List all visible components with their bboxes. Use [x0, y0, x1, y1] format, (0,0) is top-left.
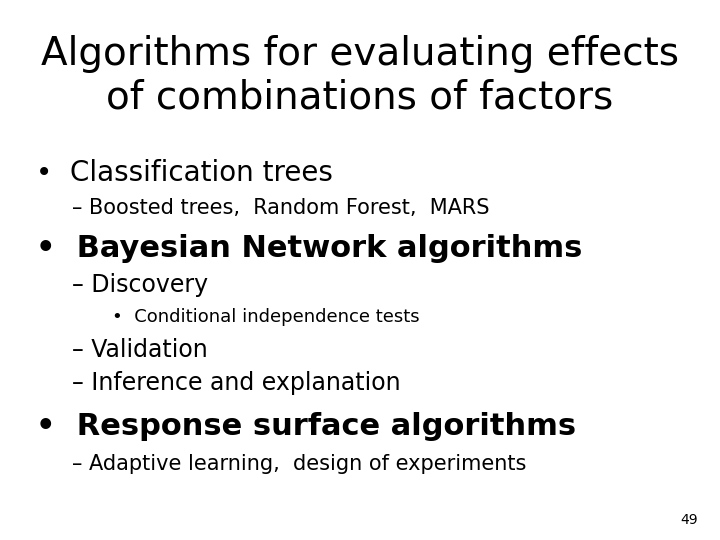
Text: – Boosted trees,  Random Forest,  MARS: – Boosted trees, Random Forest, MARS	[72, 198, 490, 218]
Text: 49: 49	[681, 512, 698, 526]
Text: •  Classification trees: • Classification trees	[36, 159, 333, 187]
Text: – Discovery: – Discovery	[72, 273, 208, 297]
Text: of combinations of factors: of combinations of factors	[107, 78, 613, 116]
Text: •  Bayesian Network algorithms: • Bayesian Network algorithms	[36, 234, 582, 263]
Text: •  Conditional independence tests: • Conditional independence tests	[112, 308, 419, 326]
Text: – Validation: – Validation	[72, 338, 208, 362]
Text: – Inference and explanation: – Inference and explanation	[72, 372, 400, 395]
Text: – Adaptive learning,  design of experiments: – Adaptive learning, design of experimen…	[72, 454, 526, 475]
Text: •  Response surface algorithms: • Response surface algorithms	[36, 412, 576, 441]
Text: Algorithms for evaluating effects: Algorithms for evaluating effects	[41, 35, 679, 73]
